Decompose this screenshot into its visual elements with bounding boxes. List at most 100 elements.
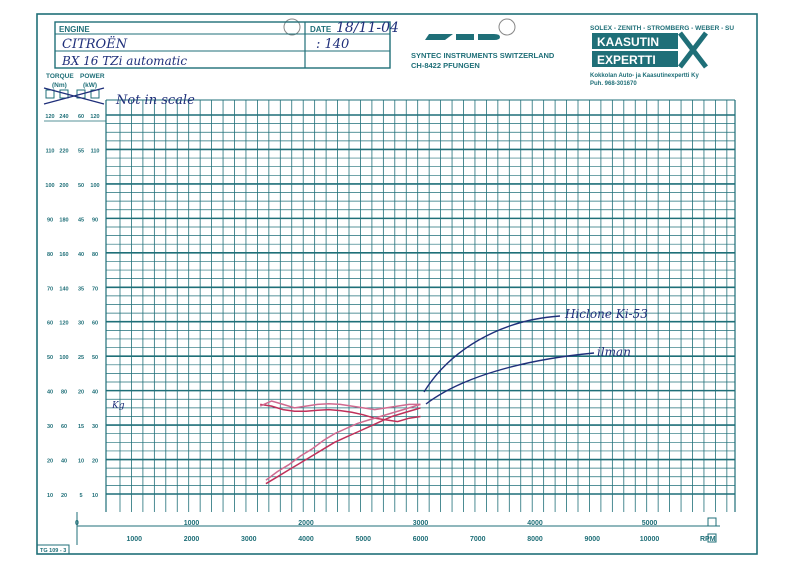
left-tick-label: 10 <box>78 459 84 465</box>
x-tick-top: 3000 <box>413 520 429 527</box>
left-tick-label: 180 <box>59 217 68 223</box>
left-tick-label: 20 <box>47 459 53 465</box>
rpm-checkbox-bottom <box>707 533 717 543</box>
syntec-logo-icon <box>425 34 500 40</box>
left-tick-label: 140 <box>59 286 68 292</box>
left-tick-label: 20 <box>92 459 98 465</box>
engine-box: ENGINE DATE CITROËN BX 16 TZi automatic … <box>54 20 399 69</box>
svg-text:(kW): (kW) <box>83 82 97 89</box>
left-tick-label: 35 <box>78 286 84 292</box>
series-line <box>265 407 421 485</box>
left-tick-label: 160 <box>59 252 68 258</box>
left-tick-label: 200 <box>59 183 68 189</box>
company-line: Kokkolan Auto- ja Kaasutinexpertti Ky <box>590 73 699 79</box>
x-tick-bottom: 3000 <box>241 536 257 543</box>
left-tick-label: 240 <box>59 114 68 120</box>
label-hiclone: Hiclone Ki-53 <box>564 307 648 321</box>
left-tick-label: 120 <box>90 114 99 120</box>
engine-label: ENGINE <box>59 25 90 34</box>
left-tick-label: 100 <box>59 355 68 361</box>
left-tick-label: 220 <box>59 148 68 154</box>
x-tick-top: 0 <box>75 520 79 527</box>
x-tick-bottom: 5000 <box>355 536 371 543</box>
left-tick-label: 60 <box>78 114 84 120</box>
left-axis-header: TORQUE POWER (Nm) (kW) <box>43 73 105 105</box>
left-tick-label: 10 <box>47 493 53 499</box>
left-tick-label: 60 <box>47 321 53 327</box>
left-tick-label: 80 <box>61 390 67 396</box>
left-tick-label: 70 <box>92 286 98 292</box>
svg-text:POWER: POWER <box>80 73 105 80</box>
left-tick-label: 120 <box>59 321 68 327</box>
left-tick-label: 110 <box>46 148 55 154</box>
syntec-line2: CH-8422 PFUNGEN <box>411 61 480 70</box>
left-tick-label: 30 <box>47 424 53 430</box>
x-tick-bottom: 1000 <box>126 536 142 543</box>
engine-make: CITROËN <box>62 35 128 52</box>
label-ilman: ilman <box>597 345 631 359</box>
left-tick-label: 25 <box>78 355 84 361</box>
left-tick-label: 60 <box>61 424 67 430</box>
left-tick-label: 20 <box>61 493 67 499</box>
engine-model: BX 16 TZi automatic <box>61 54 187 68</box>
syntec-line1: SYNTEC INSTRUMENTS SWITZERLAND <box>411 51 555 60</box>
left-tick-label: 50 <box>78 183 84 189</box>
x-tick-bottom: 10000 <box>640 536 660 543</box>
left-tick-label: 55 <box>78 148 84 154</box>
form-code: TG 109 - 3 <box>40 548 66 554</box>
x-tick-bottom: 8000 <box>527 536 543 543</box>
x-tick-bottom: 9000 <box>584 536 600 543</box>
left-tick-label: 100 <box>45 183 54 189</box>
left-tick-label: 50 <box>47 355 53 361</box>
left-tick-label: 110 <box>91 148 100 154</box>
left-tick-label: 5 <box>79 493 82 499</box>
phone-line: Puh. 968-301670 <box>590 81 637 87</box>
left-tick-label: 40 <box>78 252 84 258</box>
x-tick-bottom: 6000 <box>413 536 429 543</box>
series-line <box>260 403 421 423</box>
left-tick-label: 90 <box>47 217 53 223</box>
left-tick-label: 60 <box>92 321 98 327</box>
left-mark: Kg <box>111 401 125 411</box>
ratio-value: : 140 <box>316 37 349 52</box>
left-tick-label: 30 <box>78 321 84 327</box>
series-line <box>265 403 421 481</box>
x-tick-top: 1000 <box>184 520 200 527</box>
series-curves <box>259 400 421 485</box>
left-tick-label: 30 <box>92 424 98 430</box>
left-tick-label: 120 <box>45 114 54 120</box>
pointer-hiclone <box>423 315 561 393</box>
svg-text:TORQUE: TORQUE <box>46 73 74 80</box>
x-tick-bottom: 4000 <box>298 536 314 543</box>
punch-hole-right <box>498 18 516 36</box>
not-in-scale-note: Not in scale <box>115 93 195 108</box>
left-tick-label: 70 <box>47 286 53 292</box>
x-tick-top: 5000 <box>642 520 658 527</box>
svg-text:(Nm): (Nm) <box>52 82 67 89</box>
left-tick-label: 50 <box>92 355 98 361</box>
left-tick-label: 40 <box>92 390 98 396</box>
kaasutin-logo: SOLEX - ZENITH - STROMBERG - WEBER - SU … <box>590 25 734 87</box>
brands-line: SOLEX - ZENITH - STROMBERG - WEBER - SU <box>590 25 734 32</box>
punch-hole-left <box>283 18 301 36</box>
left-tick-label: 40 <box>61 459 67 465</box>
left-axis-ticks: 120 240 60 120 110 220 55 110 100 200 50 100 90 180 45… <box>45 114 99 499</box>
x-tick-top: 4000 <box>527 520 543 527</box>
series-line <box>259 400 421 411</box>
x-tick-bottom: 2000 <box>184 536 200 543</box>
left-tick-label: 45 <box>78 217 84 223</box>
date-label: DATE <box>310 25 332 34</box>
left-tick-label: 80 <box>47 252 53 258</box>
left-tick-label: 40 <box>47 390 53 396</box>
rpm-checkbox-top <box>707 517 717 527</box>
left-tick-label: 10 <box>92 493 98 499</box>
kaasutin-text: KAASUTIN <box>597 35 659 49</box>
sheet-border <box>36 13 758 555</box>
left-tick-label: 80 <box>92 252 98 258</box>
x-tick-top: 2000 <box>298 520 314 527</box>
date-value: 18/11-04 <box>336 20 399 36</box>
left-tick-label: 90 <box>92 217 98 223</box>
left-tick-label: 20 <box>78 390 84 396</box>
plot-grid <box>44 99 736 545</box>
